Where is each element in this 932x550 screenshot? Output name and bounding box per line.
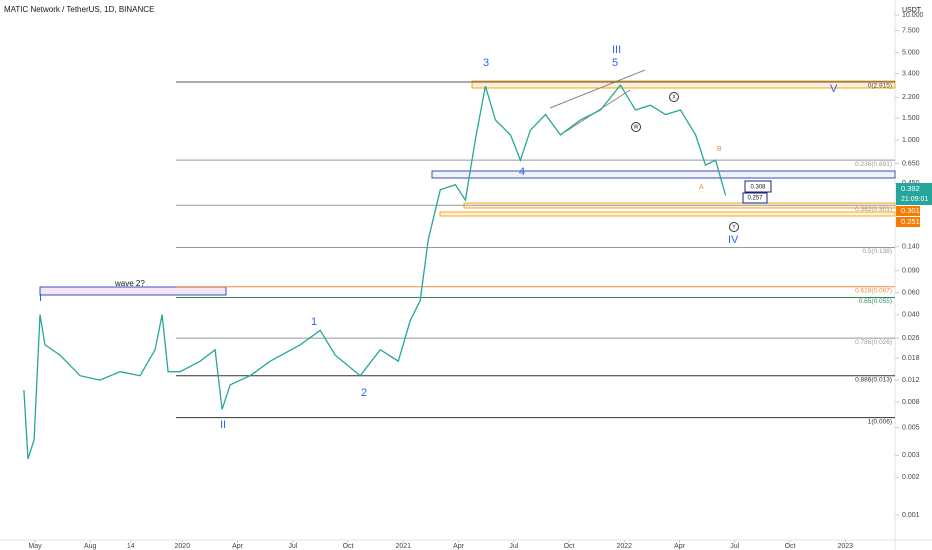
wave-label: 1 (311, 316, 317, 328)
x-tick-label: Aug (84, 543, 97, 550)
wave-label: 5 (612, 57, 618, 69)
x-tick-label: Oct (343, 543, 354, 550)
fib-label: 0.886(0.013) (855, 376, 892, 383)
x-tick-label: 2020 (175, 543, 191, 550)
wave-label: wave 2? (114, 279, 145, 288)
zone (471, 80, 896, 89)
callout-text: 0.308 (750, 185, 766, 191)
y-tick-label: 3.400 (902, 70, 920, 77)
y-tick-label: 5.000 (902, 50, 920, 57)
wave-circle (729, 222, 739, 232)
price-tag-text: 21:09:01 (901, 196, 928, 203)
x-tick-label: Oct (785, 543, 796, 550)
fib-label: 1(0.006) (868, 418, 892, 425)
price-tag-text: 0.251 (901, 217, 920, 226)
callout (742, 192, 768, 204)
y-tick-label: 0.650 (902, 160, 920, 167)
y-tick-label: 0.026 (902, 335, 920, 342)
zone (39, 286, 227, 296)
wave-label: IV (728, 234, 739, 246)
wave-circle (669, 92, 679, 102)
y-tick-label: 2.200 (902, 94, 920, 101)
wave-label: A (699, 184, 704, 191)
x-tick-label: May (28, 543, 42, 550)
price-tag (896, 206, 920, 216)
y-tick-label: 0.090 (902, 268, 920, 275)
x-tick-label: 14 (127, 543, 135, 550)
price-line (23, 83, 727, 460)
price-tag-text: 0.392 (901, 184, 920, 193)
trend-line (549, 69, 646, 109)
fib-label: 0.786(0.026) (855, 339, 892, 346)
y-tick-label: 0.001 (902, 512, 920, 519)
fib-label: 0.618(0.067) (855, 287, 892, 294)
y-tick-label: 0.012 (902, 377, 920, 384)
y-tick-label: 0.008 (902, 399, 920, 406)
fib-label: 0.382(0.301) (855, 206, 892, 213)
fib-label: 0(2.915) (868, 83, 892, 90)
fib-label: 0.5(0.138) (862, 248, 892, 255)
wave-label: I (39, 292, 42, 304)
callout (744, 180, 772, 193)
x-tick-label: Apr (453, 543, 465, 550)
symbol-title: MATIC Network / TetherUS, 1D, BINANCE (4, 5, 154, 14)
wave-label: 2 (361, 387, 367, 399)
x-tick-label: Apr (674, 543, 686, 550)
fib-label: 0.65(0.055) (859, 298, 892, 305)
y-tick-label: 0.060 (902, 290, 920, 297)
callout-text: 0.257 (747, 196, 763, 202)
wave-label: 3 (483, 57, 489, 69)
wave-label: V (830, 83, 838, 95)
y-tick-label: 0.018 (902, 355, 920, 362)
x-tick-label: Apr (232, 543, 244, 550)
x-tick-label: Oct (564, 543, 575, 550)
y-tick-label: 0.140 (902, 244, 920, 251)
y-tick-label: 1.000 (902, 137, 920, 144)
wave-label: Y (732, 224, 736, 230)
wave-label: B (717, 146, 722, 153)
x-tick-label: Jul (509, 543, 518, 550)
y-tick-label: 0.040 (902, 312, 920, 319)
price-tag (896, 183, 932, 205)
price-tag-text: 0.301 (901, 206, 920, 215)
y-tick-label: 0.005 (902, 424, 920, 431)
y-tick-label: 0.003 (902, 452, 920, 459)
y-tick-label: 1.500 (902, 115, 920, 122)
wave-label: X (672, 94, 676, 100)
x-tick-label: Jul (730, 543, 739, 550)
price-tag (896, 217, 920, 227)
wave-label: W (634, 124, 639, 130)
y-tick-label: 0.002 (902, 474, 920, 481)
zone (431, 170, 896, 179)
wave-label: 4 (519, 166, 525, 178)
fib-label: 0.236(0.691) (855, 161, 892, 168)
y-tick-label: 7.500 (902, 28, 920, 35)
wave-label: II (220, 419, 226, 431)
currency: USDT (902, 7, 922, 14)
zone (439, 211, 896, 217)
x-tick-label: 2021 (396, 543, 412, 550)
y-tick-label: 10.000 (902, 12, 924, 19)
wave-label: III (612, 44, 621, 56)
x-tick-label: 2023 (837, 543, 853, 550)
x-tick-label: Jul (288, 543, 297, 550)
x-tick-label: 2022 (617, 543, 633, 550)
wave-circle (631, 122, 641, 132)
